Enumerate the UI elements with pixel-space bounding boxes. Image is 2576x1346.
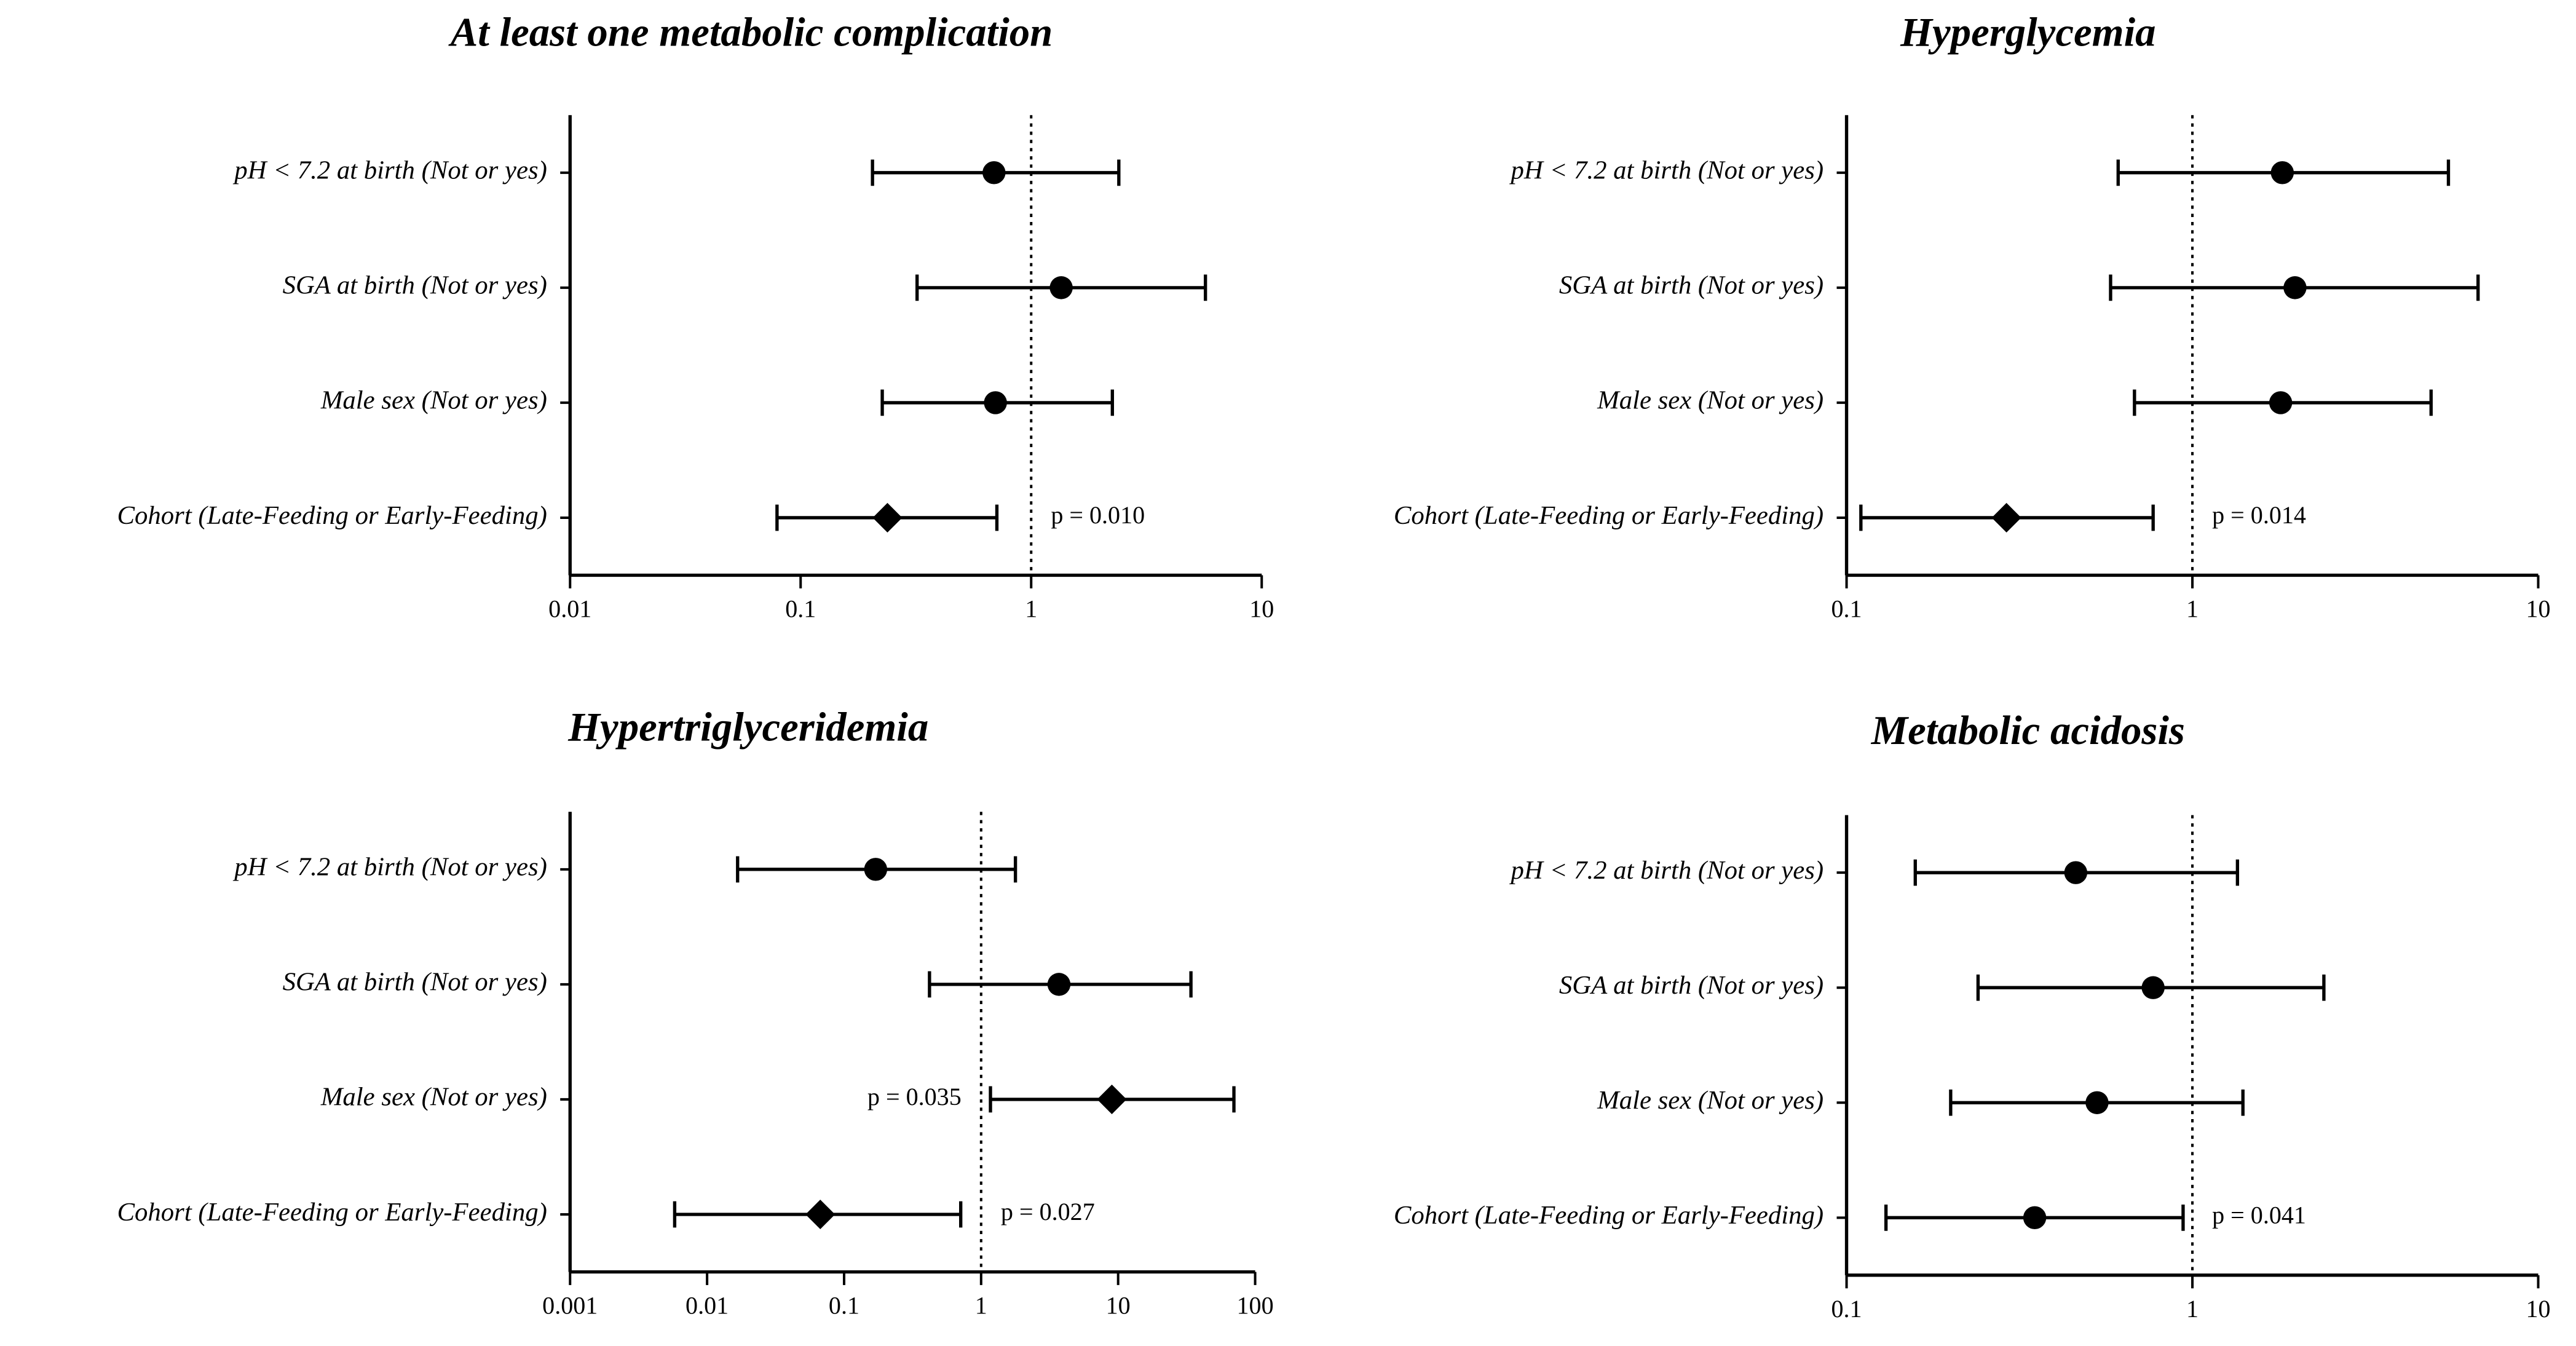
category-label: SGA at birth (Not or yes) — [283, 271, 547, 300]
point-estimate — [2283, 276, 2307, 299]
point-estimate — [2141, 976, 2165, 999]
point-estimate — [2269, 391, 2293, 414]
x-tick-label: 0.1 — [1831, 1295, 1862, 1323]
point-estimate — [984, 391, 1007, 414]
p-value: p = 0.027 — [1001, 1198, 1095, 1225]
chart-title: Hypertriglyceridemia — [567, 705, 928, 750]
category-label: Male sex (Not or yes) — [320, 1083, 547, 1112]
x-tick-label: 100 — [1236, 1292, 1273, 1320]
x-tick-label: 10 — [2526, 1295, 2551, 1323]
chart-title: Hyperglycemia — [1900, 9, 2155, 55]
point-estimate — [864, 858, 888, 881]
point-estimate — [982, 161, 1006, 184]
chart-title: At least one metabolic complication — [448, 9, 1053, 55]
point-estimate — [2064, 861, 2088, 884]
x-tick-label: 10 — [1249, 595, 1274, 622]
category-label: pH < 7.2 at birth (Not or yes) — [232, 853, 547, 882]
chart-title: Metabolic acidosis — [1871, 708, 2185, 753]
x-tick-label: 0.1 — [785, 595, 816, 622]
x-tick-label: 1 — [2186, 1295, 2199, 1323]
x-tick-label: 10 — [2526, 595, 2551, 622]
x-tick-label: 0.001 — [542, 1292, 598, 1320]
x-tick-label: 10 — [1106, 1292, 1131, 1320]
category-label: Male sex (Not or yes) — [1597, 386, 1823, 415]
point-estimate — [1097, 1084, 1127, 1114]
category-label: Cohort (Late-Feeding or Early-Feeding) — [117, 1198, 547, 1227]
x-tick-label: 0.1 — [829, 1292, 859, 1320]
x-tick-label: 1 — [2186, 595, 2199, 622]
category-label: pH < 7.2 at birth (Not or yes) — [1509, 856, 1824, 885]
category-label: Male sex (Not or yes) — [1597, 1086, 1823, 1115]
x-tick-label: 1 — [975, 1292, 987, 1320]
x-tick-label: 0.01 — [548, 595, 591, 622]
point-estimate — [872, 502, 903, 533]
p-value: p = 0.010 — [1051, 501, 1145, 529]
category-label: SGA at birth (Not or yes) — [283, 968, 547, 997]
x-tick-label: 1 — [1025, 595, 1037, 622]
point-estimate — [1049, 276, 1073, 299]
x-tick-label: 0.1 — [1831, 595, 1862, 622]
category-label: Cohort (Late-Feeding or Early-Feeding) — [1394, 501, 1823, 530]
point-estimate — [1991, 502, 2021, 533]
p-value: p = 0.035 — [867, 1083, 962, 1110]
category-label: Cohort (Late-Feeding or Early-Feeding) — [117, 501, 547, 530]
point-estimate — [805, 1199, 836, 1230]
point-estimate — [2270, 161, 2294, 184]
point-estimate — [2023, 1206, 2047, 1230]
category-label: Male sex (Not or yes) — [320, 386, 547, 415]
category-label: pH < 7.2 at birth (Not or yes) — [1509, 156, 1824, 185]
p-value: p = 0.041 — [2212, 1202, 2306, 1229]
category-label: Cohort (Late-Feeding or Early-Feeding) — [1394, 1201, 1823, 1230]
category-label: pH < 7.2 at birth (Not or yes) — [232, 156, 547, 185]
x-tick-label: 0.01 — [685, 1292, 729, 1320]
point-estimate — [1047, 973, 1071, 996]
category-label: SGA at birth (Not or yes) — [1559, 971, 1823, 1000]
p-value: p = 0.014 — [2212, 501, 2306, 529]
category-label: SGA at birth (Not or yes) — [1559, 271, 1823, 300]
point-estimate — [2085, 1091, 2109, 1114]
